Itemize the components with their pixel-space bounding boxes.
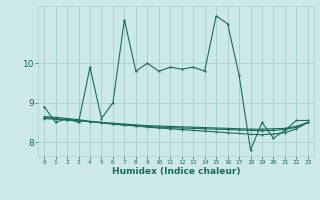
- X-axis label: Humidex (Indice chaleur): Humidex (Indice chaleur): [112, 167, 240, 176]
